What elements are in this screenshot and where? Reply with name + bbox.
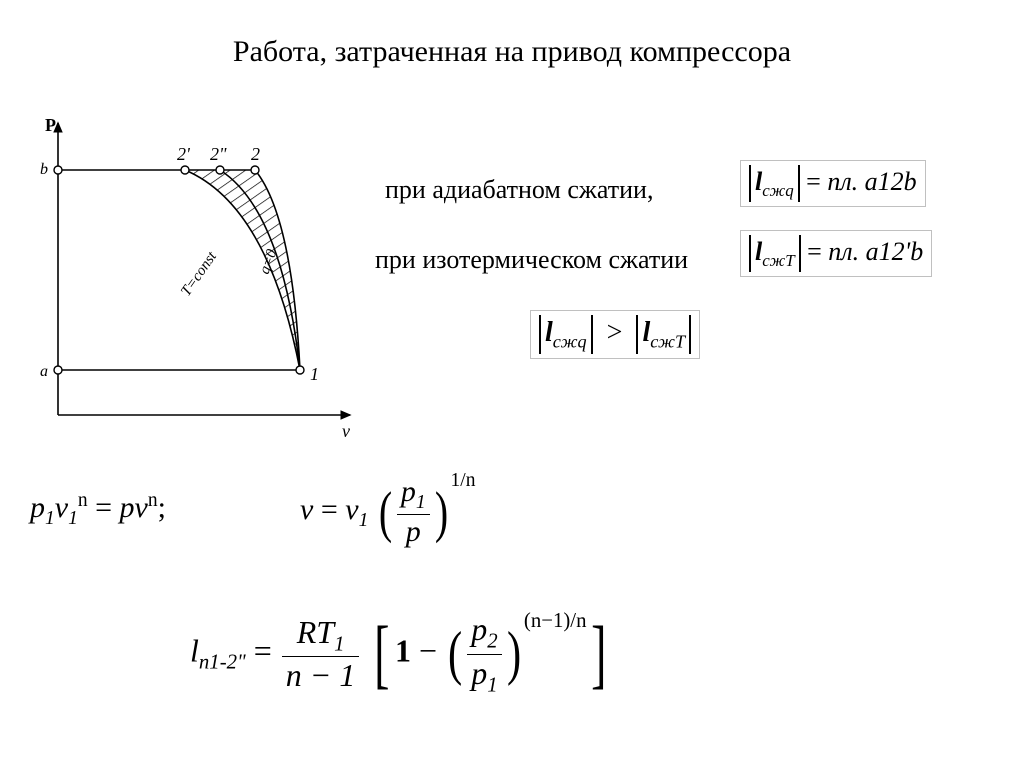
label-2: 2	[251, 144, 260, 164]
isothermal-text: при изотермическом сжатии	[375, 245, 688, 275]
point-2	[251, 166, 259, 174]
label-b: b	[40, 161, 48, 178]
point-1	[296, 366, 304, 374]
pv-diagram: P v a b 1 2 2' 2" T=const q=0	[10, 115, 370, 445]
label-2p: 2'	[177, 144, 191, 164]
point-a	[54, 366, 62, 374]
label-a: a	[40, 363, 48, 380]
adiabatic-text: при адиабатном сжатии,	[385, 175, 653, 205]
eq-polytropic-relation: p1v1n = pvn;	[30, 490, 166, 530]
exp-n: n	[78, 490, 88, 511]
eq-v-expression: v = v1 ( p1 p )1/n	[300, 475, 475, 549]
eq-inequality: lсжq > lсжT	[530, 310, 700, 359]
y-axis-label: P	[45, 115, 56, 135]
eq-adiabatic-work: lсжq = пл. a12b	[740, 160, 926, 207]
point-2pp	[216, 166, 224, 174]
label-1: 1	[310, 364, 319, 384]
page-title: Работа, затраченная на привод компрессор…	[0, 35, 1024, 69]
eq-isothermal-work: lсжT = пл. a12'b	[740, 230, 932, 277]
x-axis-label: v	[342, 421, 350, 441]
eq-work-formula: ln1-2" = RT1 n − 1 [1 − ( p2 p1 )(n−1)/n…	[190, 610, 612, 698]
point-b	[54, 166, 62, 174]
point-2p	[181, 166, 189, 174]
isotherm-label: T=const	[178, 248, 220, 299]
label-2pp: 2"	[210, 144, 227, 164]
